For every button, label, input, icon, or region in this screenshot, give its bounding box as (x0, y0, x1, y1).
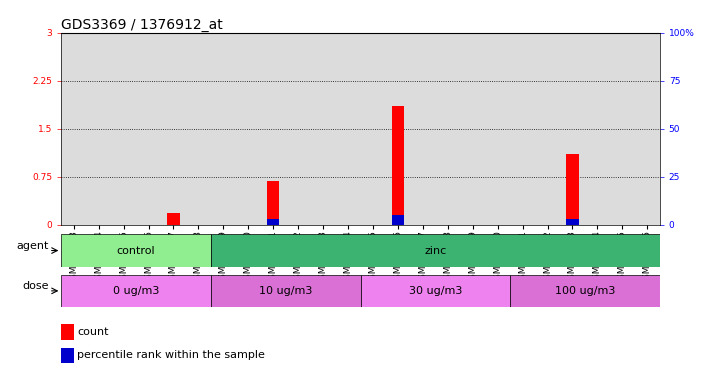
Text: 30 ug/m3: 30 ug/m3 (409, 286, 462, 296)
Bar (211, 275, 360, 307)
Bar (267, 219, 280, 225)
Text: dose: dose (22, 281, 49, 291)
Bar (566, 154, 579, 225)
Bar (211, 234, 660, 267)
Text: control: control (117, 245, 156, 256)
Bar (61, 234, 211, 267)
Text: zinc: zinc (424, 245, 446, 256)
Text: percentile rank within the sample: percentile rank within the sample (77, 350, 265, 360)
Bar (392, 215, 404, 225)
Text: 0 ug/m3: 0 ug/m3 (113, 286, 159, 296)
Bar (510, 275, 660, 307)
Text: 100 ug/m3: 100 ug/m3 (554, 286, 615, 296)
Bar (566, 219, 579, 225)
Text: agent: agent (17, 241, 49, 251)
Bar (392, 106, 404, 225)
Text: GDS3369 / 1376912_at: GDS3369 / 1376912_at (61, 18, 223, 31)
Bar (167, 213, 180, 225)
Bar (267, 181, 280, 225)
Bar (360, 275, 510, 307)
Text: 10 ug/m3: 10 ug/m3 (259, 286, 312, 296)
Text: count: count (77, 327, 109, 337)
Bar (61, 275, 211, 307)
